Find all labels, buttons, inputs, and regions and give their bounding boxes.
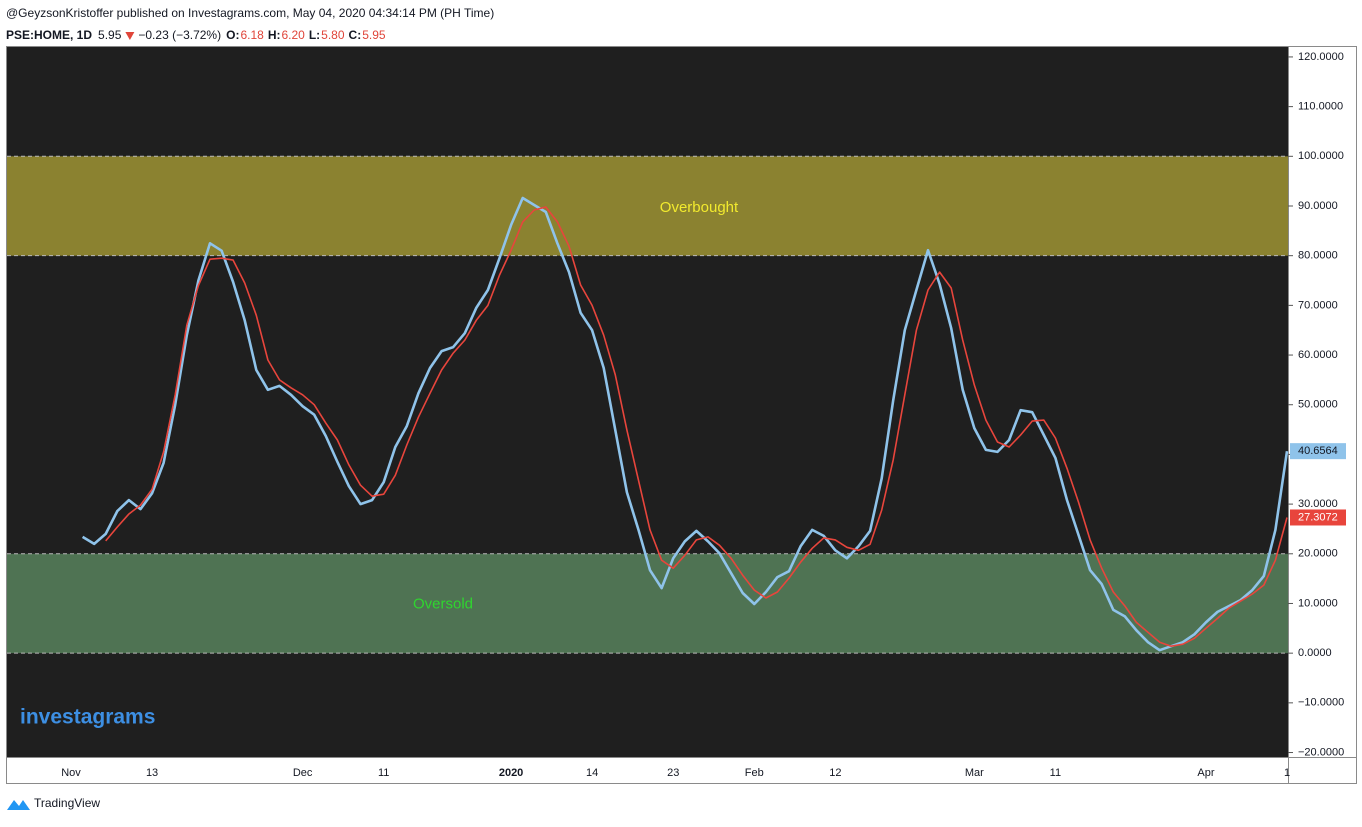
y-tick-label: 70.0000: [1298, 299, 1338, 311]
header-field: 6.18: [240, 28, 264, 42]
header-field: H:: [268, 28, 281, 42]
band-label: Overbought: [660, 199, 739, 216]
x-tick-label: Feb: [745, 767, 764, 779]
y-tick-label: 80.0000: [1298, 250, 1338, 262]
x-tick-label: 11: [378, 767, 389, 779]
x-tick-label: Apr: [1197, 767, 1214, 779]
band: [7, 156, 1288, 256]
last-value-label: 27.3072: [1298, 511, 1338, 523]
header-field: 5.80: [321, 28, 345, 42]
x-tick-label: 12: [829, 767, 841, 779]
header-field: 5.95: [98, 28, 122, 42]
y-tick-label: 120.0000: [1298, 51, 1344, 63]
band-label: Oversold: [413, 595, 473, 612]
header-field: C:: [349, 28, 362, 42]
header-field: 6.20: [281, 28, 305, 42]
x-tick-label: 13: [146, 767, 158, 779]
header-field: 5.95: [362, 28, 386, 42]
y-tick-label: 110.0000: [1298, 101, 1343, 113]
y-tick-label: 100.0000: [1298, 150, 1344, 162]
header-field: −0.23 (−3.72%): [138, 28, 221, 42]
last-value-box: [1290, 509, 1346, 526]
down-arrow: [125, 32, 135, 40]
tradingview-logo: [7, 800, 30, 810]
x-tick-label: 1: [1284, 767, 1290, 779]
y-tick-label: 20.0000: [1298, 548, 1338, 560]
y-tick-label: 50.0000: [1298, 399, 1338, 411]
y-tick-label: 0.0000: [1298, 647, 1332, 659]
frame: [6, 46, 1357, 784]
series-line: [81, 196, 1289, 652]
x-tick-label: Nov: [61, 767, 81, 779]
x-tick-label: Mar: [965, 767, 984, 779]
y-tick-label: 30.0000: [1298, 498, 1338, 510]
header-field: PSE:HOME, 1D: [6, 28, 92, 42]
y-tick-label: 60.0000: [1298, 349, 1338, 361]
plot-layer: Overbought Oversold −20.0000 −10.0000 0.0000…: [7, 51, 1346, 779]
y-tick-label: −20.0000: [1298, 746, 1344, 758]
watermark: investagrams: [20, 706, 155, 729]
band: [7, 553, 1288, 654]
byline: @GeyzsonKristoffer published on Investag…: [6, 6, 494, 20]
x-tick-label: Dec: [293, 767, 313, 779]
symbol-line: PSE:HOME, 1D 5.95 −0.23 (−3.72%) O: 6.18 H: 6.…: [6, 28, 386, 42]
header-field: L:: [309, 28, 320, 42]
y-tick-label: 90.0000: [1298, 200, 1338, 212]
last-value-label: 40.6564: [1298, 445, 1338, 457]
last-value-box: [1290, 443, 1346, 460]
x-tick-label: 23: [667, 767, 679, 779]
logo-icon: [7, 800, 30, 810]
x-tick-label: 2020: [499, 767, 523, 779]
x-tick-label: 14: [586, 767, 598, 779]
series-line: [105, 206, 1288, 647]
x-tick-label: 11: [1050, 767, 1061, 779]
y-tick-label: −10.0000: [1298, 697, 1344, 709]
header-field: O:: [226, 28, 239, 42]
footer-text: TradingView: [34, 796, 100, 810]
y-tick-label: 10.0000: [1298, 597, 1338, 609]
